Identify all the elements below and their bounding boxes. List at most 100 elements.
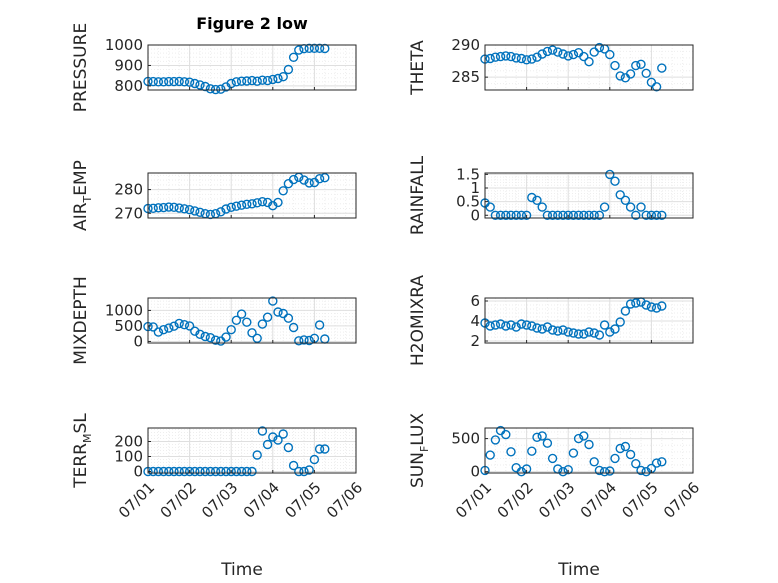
- data-point: [501, 51, 511, 61]
- data-point: [320, 444, 330, 454]
- x-tick-label: 07/03: [535, 479, 578, 522]
- data-point: [594, 330, 605, 340]
- data-point: [657, 457, 667, 467]
- y-tick-label: 0: [470, 463, 480, 481]
- data-point: [579, 210, 589, 221]
- subplot-pressure: 800 900 1000 PRESSURE Figure 2 low: [71, 14, 357, 112]
- data-point: [184, 466, 195, 477]
- data-point: [501, 210, 511, 221]
- data-point: [651, 303, 662, 313]
- data-point: [257, 319, 268, 329]
- axes-box: [147, 44, 357, 91]
- data-point: [231, 201, 242, 211]
- data-point: [537, 324, 547, 334]
- data-point: [304, 335, 314, 346]
- subplot-rainfall: 00.511.5 RAINFALL: [408, 155, 694, 235]
- data-point: [242, 317, 252, 327]
- data-point: [174, 318, 184, 329]
- data-point: [294, 466, 304, 477]
- x-tick-label: 07/01: [452, 479, 495, 522]
- data-point: [247, 466, 257, 477]
- data-point: [568, 448, 579, 458]
- data-point: [273, 197, 283, 208]
- y-tick-label: 1: [470, 179, 480, 197]
- data-point: [252, 76, 262, 86]
- data-point: [216, 84, 226, 94]
- data-point: [195, 329, 205, 339]
- data-point: [573, 329, 584, 339]
- data-point: [164, 202, 174, 212]
- data-point: [179, 466, 190, 477]
- data-point: [527, 446, 537, 456]
- axes-background: [485, 173, 693, 218]
- data-point: [273, 73, 283, 84]
- y-tick-label: 6: [470, 292, 480, 310]
- data-point: [221, 204, 231, 214]
- y-tick-label: 2: [470, 332, 480, 350]
- data-point: [605, 169, 615, 180]
- data-point: [247, 328, 257, 338]
- data-point: [563, 210, 573, 221]
- data-point: [278, 186, 288, 196]
- data-point: [516, 210, 527, 221]
- data-point: [164, 466, 174, 477]
- data-point: [205, 84, 216, 94]
- data-point: [299, 175, 309, 185]
- data-point: [179, 204, 190, 214]
- data-point: [657, 301, 667, 311]
- data-point: [148, 76, 158, 87]
- data-point: [579, 51, 589, 62]
- data-point: [501, 429, 511, 440]
- data-point: [558, 467, 568, 477]
- data-point: [268, 74, 278, 85]
- data-point: [226, 466, 236, 477]
- data-point: [547, 325, 558, 335]
- data-point: [236, 309, 247, 319]
- data-point: [537, 431, 547, 441]
- data-point: [605, 49, 615, 60]
- data-point: [620, 441, 631, 452]
- data-point: [558, 210, 568, 221]
- data-point: [226, 325, 236, 335]
- data-point: [309, 43, 320, 53]
- axes-box: [484, 172, 694, 219]
- axes-box: [147, 172, 357, 219]
- data-point: [169, 321, 179, 331]
- data-point: [169, 202, 179, 213]
- data-point: [190, 466, 200, 477]
- data-point: [195, 466, 205, 477]
- data-point: [589, 457, 599, 467]
- data-point: [278, 308, 288, 319]
- data-point: [153, 466, 164, 477]
- y-tick-label: 500: [451, 430, 480, 448]
- data-point: [610, 324, 620, 334]
- data-point: [615, 443, 625, 454]
- data-point: [273, 435, 283, 445]
- data-point: [283, 442, 294, 453]
- data-point: [158, 202, 169, 213]
- y-axis-label: AIRTEMP: [71, 160, 94, 231]
- x-axis-label: Time: [557, 560, 600, 580]
- data-point: [200, 331, 210, 342]
- axes-box: [147, 297, 357, 344]
- data-point: [610, 176, 620, 186]
- data-point: [542, 322, 553, 332]
- data-point: [506, 447, 516, 457]
- data-point: [236, 466, 247, 477]
- data-point: [268, 432, 278, 442]
- data-point: [641, 68, 651, 79]
- subplot-air-temp: 270 280 AIRTEMP: [71, 160, 357, 231]
- data-point: [231, 466, 242, 477]
- y-tick-label: 1.5: [456, 165, 480, 183]
- data-point: [631, 459, 641, 469]
- data-point: [158, 77, 169, 87]
- data-point: [190, 206, 200, 216]
- data-point: [205, 466, 216, 477]
- data-point: [558, 49, 568, 59]
- data-point: [506, 320, 516, 330]
- data-point: [495, 319, 506, 329]
- data-point: [594, 465, 605, 476]
